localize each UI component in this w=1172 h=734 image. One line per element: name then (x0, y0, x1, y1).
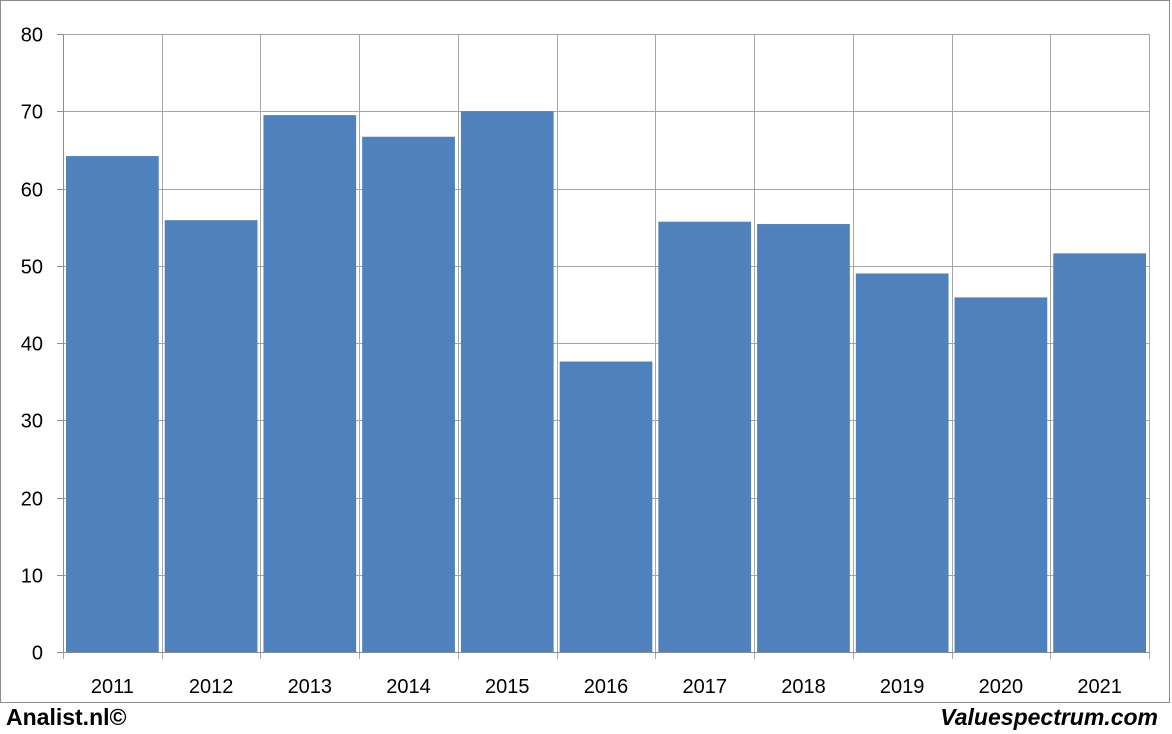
footer: Analist.nl© Valuespectrum.com (0, 703, 1172, 734)
footer-credit-right: Valuespectrum.com (940, 704, 1158, 730)
y-tick-label: 40 (21, 334, 43, 356)
bar (164, 220, 258, 653)
bar (1053, 253, 1146, 652)
bar (757, 224, 850, 652)
x-tick-label: 2013 (288, 676, 333, 698)
x-tick-label: 2016 (584, 676, 629, 698)
bar (263, 115, 357, 653)
bar (658, 221, 752, 652)
x-tick-label: 2018 (781, 676, 826, 698)
bar (954, 297, 1048, 652)
bar (66, 156, 159, 652)
bar-chart: 0 10 20 30 40 50 60 70 80 2011 2012 2013 2014 2015 201… (21, 25, 1150, 698)
chart-frame: 0 10 20 30 40 50 60 70 80 2011 2012 2013 2014 2015 201… (0, 0, 1170, 703)
x-tick-label: 2019 (880, 676, 925, 698)
y-tick-label: 30 (21, 411, 43, 433)
bar (855, 273, 949, 652)
x-tick-label: 2012 (189, 676, 234, 698)
bar (362, 136, 455, 652)
y-tick-label: 50 (21, 257, 43, 279)
x-tick-label: 2021 (1077, 676, 1122, 698)
x-tick-label: 2017 (682, 676, 727, 698)
y-tick-label: 10 (21, 566, 43, 588)
y-tick-label: 70 (21, 102, 43, 124)
x-tick-label: 2014 (386, 676, 431, 698)
x-tick-label: 2020 (979, 676, 1024, 698)
bar (460, 111, 554, 652)
y-tick-label: 20 (21, 489, 43, 511)
y-tick-label: 80 (21, 25, 43, 47)
bar (559, 361, 653, 652)
footer-credit-left: Analist.nl© (6, 704, 127, 730)
y-tick-label: 60 (21, 180, 43, 202)
x-tick-label: 2015 (485, 676, 530, 698)
y-tick-label: 0 (32, 643, 43, 665)
x-tick-label: 2011 (91, 676, 134, 698)
